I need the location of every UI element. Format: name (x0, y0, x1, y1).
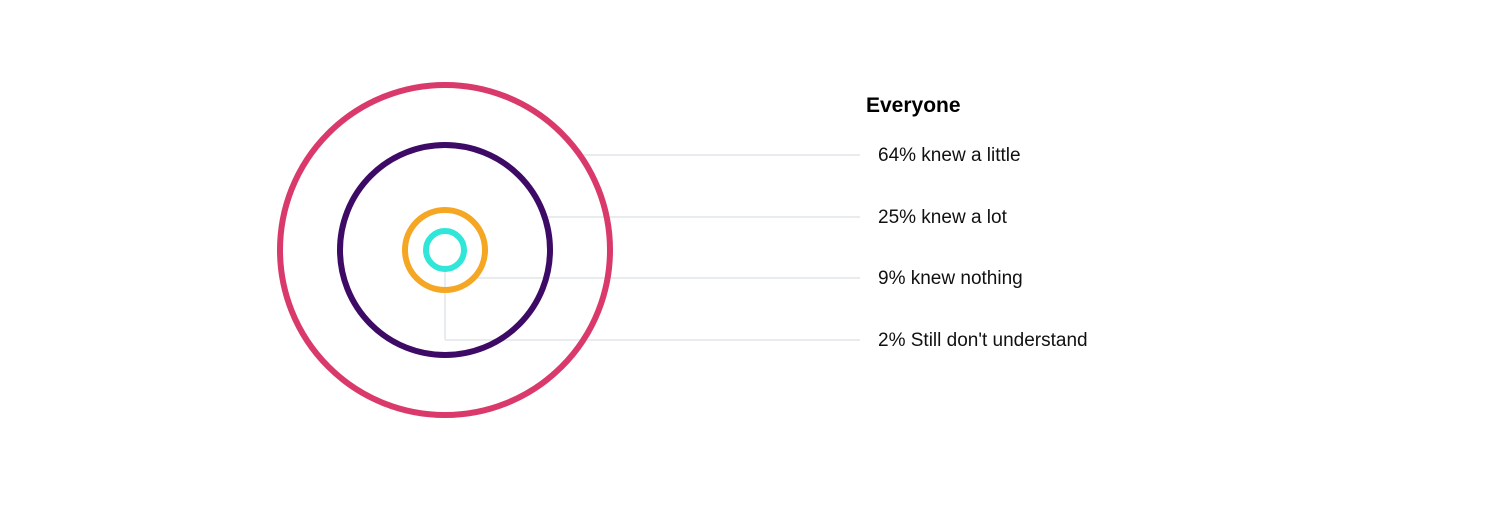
chart-stage: Everyone 64% knew a little 25% knew a lo… (0, 0, 1506, 512)
legend-item-3: 2% Still don't understand (878, 330, 1088, 352)
legend-item-1: 25% knew a lot (878, 207, 1007, 229)
legend-item-0: 64% knew a little (878, 145, 1021, 167)
legend-title: Everyone (866, 94, 961, 118)
legend-item-2: 9% knew nothing (878, 268, 1023, 290)
legend: Everyone 64% knew a little 25% knew a lo… (0, 0, 1506, 512)
